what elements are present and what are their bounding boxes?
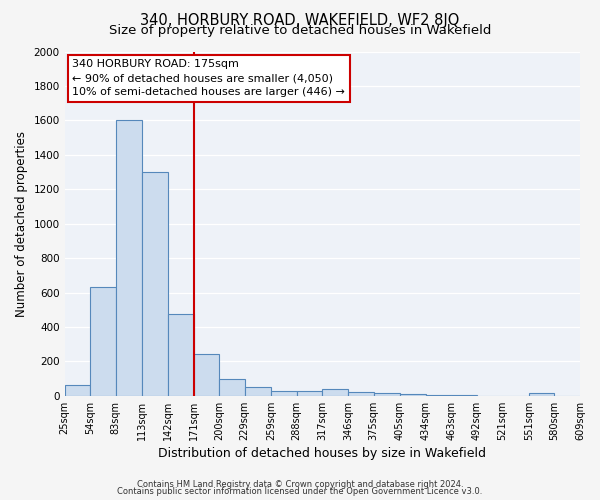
Text: 340, HORBURY ROAD, WAKEFIELD, WF2 8JQ: 340, HORBURY ROAD, WAKEFIELD, WF2 8JQ	[140, 12, 460, 28]
Bar	[529, 393, 554, 396]
Bar	[400, 394, 425, 396]
Y-axis label: Number of detached properties: Number of detached properties	[15, 130, 28, 316]
Bar	[297, 390, 322, 396]
Bar	[374, 393, 400, 396]
Bar	[425, 395, 451, 396]
Text: Size of property relative to detached houses in Wakefield: Size of property relative to detached ho…	[109, 24, 491, 37]
Bar	[116, 120, 142, 396]
Bar	[65, 386, 90, 396]
Bar	[219, 378, 245, 396]
Bar	[142, 172, 168, 396]
Bar	[451, 395, 477, 396]
Text: Contains HM Land Registry data © Crown copyright and database right 2024.: Contains HM Land Registry data © Crown c…	[137, 480, 463, 489]
Bar	[168, 314, 193, 396]
Text: 340 HORBURY ROAD: 175sqm
← 90% of detached houses are smaller (4,050)
10% of sem: 340 HORBURY ROAD: 175sqm ← 90% of detach…	[73, 59, 345, 97]
Bar	[348, 392, 374, 396]
Text: Contains public sector information licensed under the Open Government Licence v3: Contains public sector information licen…	[118, 487, 482, 496]
Bar	[322, 389, 348, 396]
Bar	[90, 288, 116, 396]
Bar	[271, 390, 297, 396]
X-axis label: Distribution of detached houses by size in Wakefield: Distribution of detached houses by size …	[158, 447, 487, 460]
Bar	[193, 354, 219, 396]
Bar	[245, 387, 271, 396]
